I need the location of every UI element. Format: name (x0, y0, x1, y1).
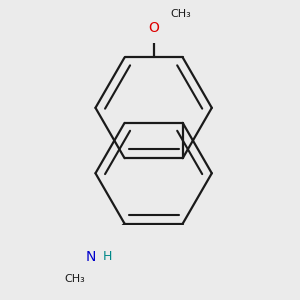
Text: CH₃: CH₃ (65, 274, 85, 284)
Text: N: N (86, 250, 96, 264)
Text: CH₃: CH₃ (170, 9, 191, 19)
Text: O: O (148, 21, 159, 35)
Text: H: H (102, 250, 112, 262)
